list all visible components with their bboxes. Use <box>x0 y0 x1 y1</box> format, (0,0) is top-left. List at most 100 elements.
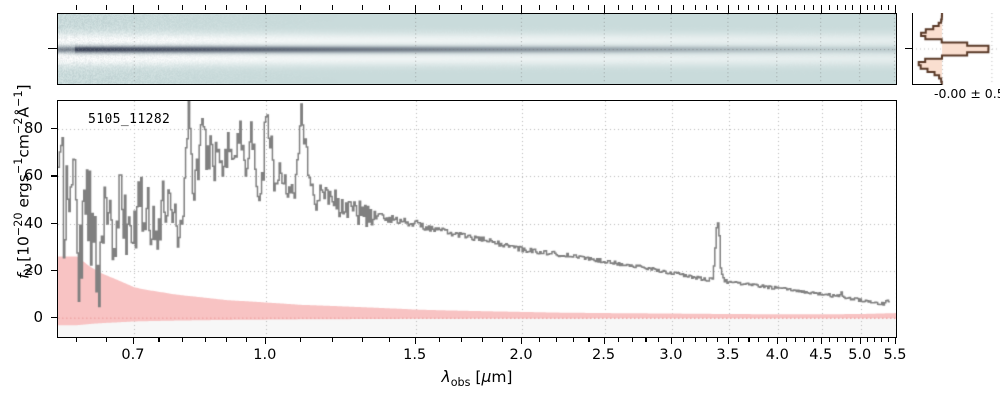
spectrum-plot <box>58 101 896 337</box>
x-tick <box>894 338 897 344</box>
x-minor-tick <box>767 338 769 342</box>
object-id-label: 5105_11282 <box>88 112 171 127</box>
x-minor-tick-2d <box>361 5 363 10</box>
x-minor-tick <box>245 338 247 342</box>
x-axis-label: λobs [μm] <box>0 368 954 389</box>
profile-annotation: -0.00 ± 0.58 <box>934 86 1000 101</box>
x-minor-tick-2d <box>706 5 708 10</box>
x-minor-tick-2d <box>881 5 883 10</box>
x-minor-tick-2d <box>694 5 696 10</box>
x-minor-tick <box>812 338 814 342</box>
y-tick-label: 60 <box>23 166 43 185</box>
y-tick-label: 40 <box>23 213 43 232</box>
x-minor-tick-2d <box>888 5 890 10</box>
x-minor-tick <box>618 338 620 342</box>
x-minor-tick-2d <box>556 5 558 10</box>
x-tick <box>820 338 822 344</box>
x-minor-tick <box>631 338 634 342</box>
x-tick-label: 2.5 <box>591 347 616 363</box>
x-minor-tick <box>182 338 184 342</box>
x-minor-tick-2d <box>852 5 854 10</box>
y-tick <box>51 316 57 318</box>
x-minor-tick <box>867 338 869 342</box>
x-tick-label: 5.0 <box>848 347 872 363</box>
x-tick <box>132 338 135 344</box>
x-minor-tick-2d <box>182 5 184 10</box>
x-minor-tick-2d <box>245 5 247 10</box>
x-minor-tick-2d <box>438 5 440 10</box>
spatial-profile-panel <box>912 13 998 85</box>
x-tick-2d <box>603 5 605 13</box>
y-tick-label: 80 <box>23 119 43 138</box>
x-tick-label: 1.0 <box>253 347 277 363</box>
x-minor-tick <box>588 338 590 342</box>
x-tick-label: 4.5 <box>809 347 833 363</box>
x-minor-tick <box>844 338 846 342</box>
x-minor-tick <box>225 338 227 342</box>
x-minor-tick <box>556 338 558 342</box>
x-minor-tick-2d <box>300 5 302 10</box>
x-minor-tick <box>438 338 440 342</box>
x-minor-tick <box>105 338 107 342</box>
x-minor-tick <box>786 338 788 342</box>
x-minor-tick <box>332 338 334 342</box>
x-minor-tick-2d <box>225 5 227 10</box>
x-minor-tick-2d <box>389 5 391 10</box>
x-minor-tick-2d <box>828 5 830 10</box>
x-minor-tick-2d <box>767 5 769 10</box>
y-tick <box>51 222 57 224</box>
x-minor-tick-2d <box>645 5 647 10</box>
x-minor-tick-2d <box>717 5 719 10</box>
x-tick-label: 3.0 <box>659 347 683 363</box>
spectrogram-2d-panel <box>57 13 897 85</box>
y-tick <box>51 175 57 177</box>
x-minor-tick <box>683 338 685 342</box>
x-minor-tick-2d <box>812 5 814 10</box>
x-minor-tick <box>795 338 797 342</box>
x-minor-tick-2d <box>539 5 541 10</box>
y-tick <box>51 128 57 130</box>
x-minor-tick <box>828 338 831 342</box>
x-tick <box>603 338 605 344</box>
x-minor-tick <box>706 338 708 342</box>
x-tick <box>727 338 729 344</box>
x-minor-tick <box>75 338 78 342</box>
x-tick-2d <box>820 5 822 13</box>
x-tick <box>521 338 523 344</box>
x-minor-tick <box>694 338 696 342</box>
x-minor-tick-2d <box>758 5 760 10</box>
x-minor-tick-2d <box>748 5 750 10</box>
x-minor-tick <box>881 338 883 342</box>
x-minor-tick-2d <box>158 5 160 10</box>
x-minor-tick-2d <box>332 5 334 10</box>
x-minor-tick-2d <box>874 5 876 10</box>
x-minor-tick <box>738 338 740 342</box>
x-minor-tick-2d <box>683 5 685 10</box>
x-minor-tick-2d <box>460 5 462 10</box>
y-tick-label: 0 <box>33 307 43 326</box>
x-tick-label: 0.7 <box>121 347 145 363</box>
y-tick-label: 20 <box>23 260 43 279</box>
x-minor-tick <box>502 338 504 342</box>
x-minor-tick <box>204 338 206 342</box>
x-tick <box>414 338 416 344</box>
spectrogram-trace-tick <box>48 48 57 50</box>
profile-bottom-axis <box>912 84 942 86</box>
x-tick <box>670 338 672 344</box>
x-minor-tick-2d <box>658 5 660 10</box>
x-tick-2d <box>894 5 896 13</box>
y-tick <box>51 269 57 271</box>
x-tick-label: 1.5 <box>403 347 427 363</box>
x-minor-tick <box>804 338 806 342</box>
x-tick-label: 5.5 <box>883 347 907 363</box>
x-tick-label: 2.0 <box>509 347 533 363</box>
x-minor-tick-2d <box>588 5 590 10</box>
x-minor-tick <box>717 338 719 342</box>
x-minor-tick <box>874 338 876 342</box>
x-tick-2d <box>859 5 861 13</box>
x-tick-label: 3.5 <box>716 347 740 363</box>
x-minor-tick <box>361 338 363 342</box>
x-minor-tick <box>852 338 854 342</box>
x-minor-tick <box>645 338 647 342</box>
